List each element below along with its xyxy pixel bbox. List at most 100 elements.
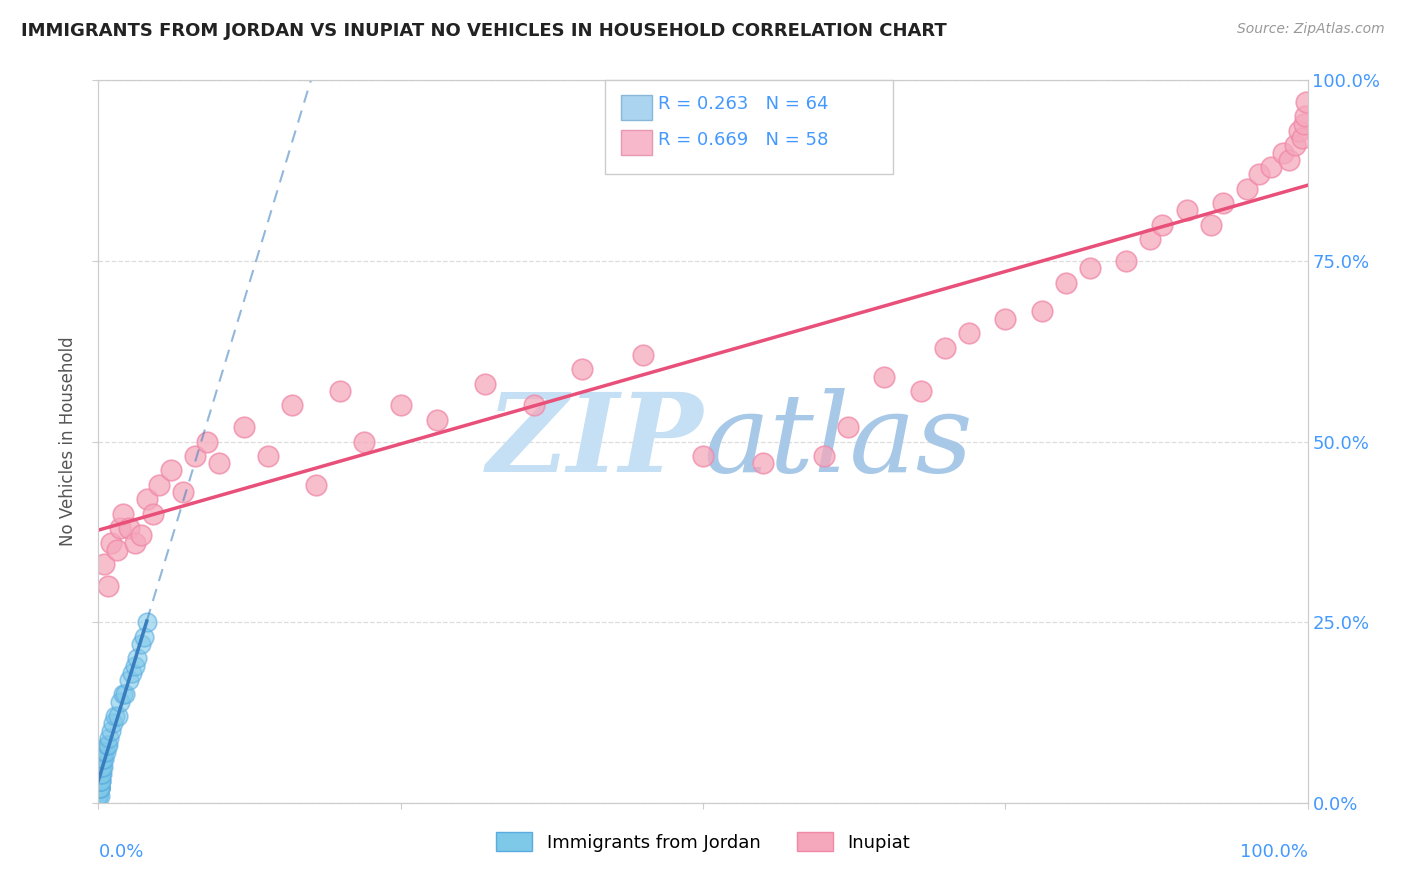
Point: [93, 752, 115, 766]
Point: [129, 528, 152, 542]
Point: [1115, 253, 1137, 268]
Text: IMMIGRANTS FROM JORDAN VS INUPIAT NO VEHICLES IN HOUSEHOLD CORRELATION CHART: IMMIGRANTS FROM JORDAN VS INUPIAT NO VEH…: [21, 22, 946, 40]
Y-axis label: No Vehicles in Household: No Vehicles in Household: [59, 336, 77, 547]
Point: [91, 767, 114, 781]
Point: [994, 311, 1017, 326]
Point: [1139, 232, 1161, 246]
Point: [91, 752, 114, 766]
Point: [89, 760, 111, 774]
Point: [90, 760, 112, 774]
Point: [89, 767, 111, 781]
Point: [93, 745, 115, 759]
Point: [837, 420, 859, 434]
Point: [100, 535, 122, 549]
Point: [104, 709, 127, 723]
Text: 0.0%: 0.0%: [98, 843, 143, 861]
Point: [232, 420, 254, 434]
Point: [1199, 218, 1222, 232]
Point: [305, 478, 328, 492]
Point: [94, 745, 117, 759]
Text: Source: ZipAtlas.com: Source: ZipAtlas.com: [1237, 22, 1385, 37]
Point: [1054, 276, 1077, 290]
Point: [1249, 167, 1271, 181]
Point: [1291, 131, 1313, 145]
Point: [89, 774, 111, 789]
Point: [98, 731, 121, 745]
Point: [108, 695, 131, 709]
Point: [89, 752, 111, 766]
Point: [353, 434, 375, 449]
Point: [89, 774, 111, 789]
Point: [184, 449, 207, 463]
Point: [101, 716, 124, 731]
Point: [97, 738, 120, 752]
Point: [1295, 95, 1317, 109]
Point: [90, 760, 112, 774]
Point: [1260, 160, 1282, 174]
Point: [100, 723, 122, 738]
Text: atlas: atlas: [703, 388, 973, 495]
Point: [523, 398, 546, 412]
Point: [87, 789, 110, 803]
Point: [426, 413, 449, 427]
Point: [172, 485, 194, 500]
Point: [1152, 218, 1174, 232]
Point: [90, 767, 112, 781]
Point: [142, 507, 165, 521]
Point: [118, 673, 141, 687]
Point: [135, 615, 157, 630]
Point: [108, 521, 131, 535]
Text: R = 0.669   N = 58: R = 0.669 N = 58: [658, 131, 828, 149]
Point: [752, 456, 775, 470]
Point: [89, 767, 111, 781]
Point: [1292, 117, 1315, 131]
Point: [89, 774, 111, 789]
Point: [631, 348, 654, 362]
Point: [1272, 145, 1295, 160]
Point: [93, 558, 115, 572]
Point: [87, 781, 110, 796]
Point: [89, 767, 111, 781]
Point: [111, 687, 134, 701]
Point: [96, 738, 118, 752]
Point: [89, 789, 111, 803]
Point: [957, 326, 980, 340]
Point: [90, 774, 112, 789]
Point: [89, 767, 111, 781]
Text: 100.0%: 100.0%: [1240, 843, 1308, 861]
Point: [1288, 124, 1310, 138]
Point: [97, 579, 120, 593]
Point: [87, 760, 110, 774]
Point: [1078, 261, 1101, 276]
Point: [91, 752, 114, 766]
Point: [329, 384, 352, 398]
Point: [571, 362, 593, 376]
Point: [389, 398, 412, 412]
Point: [89, 781, 111, 796]
Point: [910, 384, 932, 398]
Point: [1031, 304, 1053, 318]
Legend: Immigrants from Jordan, Inupiat: Immigrants from Jordan, Inupiat: [489, 825, 917, 859]
Point: [195, 434, 218, 449]
Point: [127, 651, 149, 665]
Text: ZIP: ZIP: [486, 388, 703, 495]
Point: [1175, 203, 1198, 218]
Point: [91, 760, 114, 774]
Point: [90, 774, 112, 789]
Text: R = 0.263   N = 64: R = 0.263 N = 64: [658, 95, 828, 113]
Point: [89, 767, 111, 781]
Point: [87, 789, 110, 803]
Point: [124, 535, 146, 549]
Point: [87, 781, 110, 796]
Point: [89, 781, 111, 796]
Point: [148, 478, 170, 492]
Point: [89, 760, 111, 774]
Point: [281, 398, 304, 412]
Point: [1284, 138, 1306, 153]
Point: [91, 760, 114, 774]
Point: [87, 789, 110, 803]
Point: [135, 492, 157, 507]
Point: [105, 542, 128, 557]
Point: [89, 760, 111, 774]
Point: [873, 369, 896, 384]
